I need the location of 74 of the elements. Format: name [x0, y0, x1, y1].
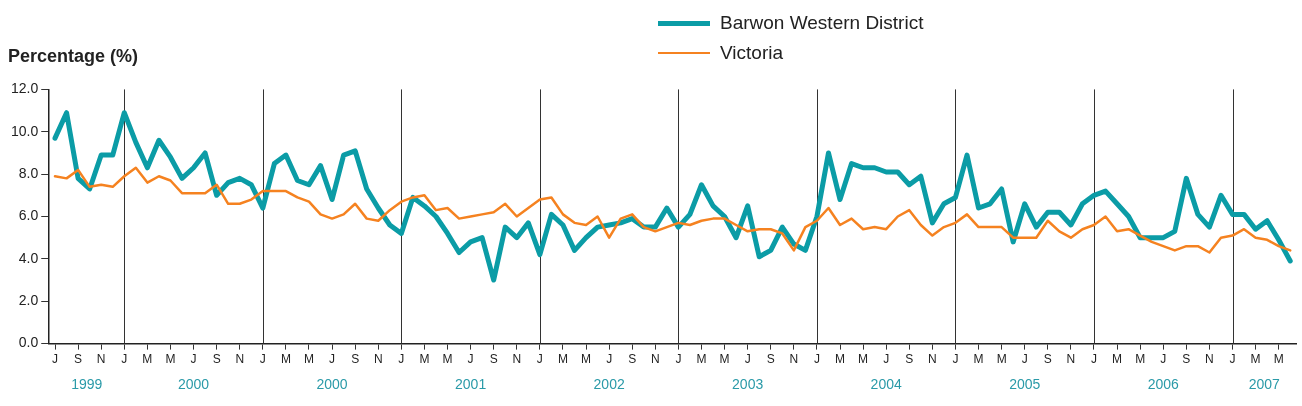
x-tick-label: M	[996, 352, 1007, 367]
text: 1999	[71, 376, 103, 393]
x-tick-label: N	[1066, 352, 1076, 367]
x-tick-label: N	[789, 352, 799, 367]
x-tick-label: S	[905, 352, 914, 367]
x-tick-label: M	[165, 352, 176, 367]
x-tick-label: S	[351, 352, 360, 367]
text: 2002	[593, 376, 625, 393]
x-tick-label: N	[512, 352, 522, 367]
y-tick-label: 4.0	[18, 249, 39, 266]
x-tick-label: J	[744, 352, 751, 367]
y-axis-title: Percentage (%)	[8, 46, 139, 67]
y-tick-label: 6.0	[18, 207, 39, 224]
x-tick-label: N	[235, 352, 245, 367]
x-tick-label: N	[928, 352, 937, 367]
x-tick-label: M	[835, 352, 846, 367]
x-tick-label: J	[813, 352, 820, 367]
x-tick-label: M	[719, 352, 730, 367]
x-tick-label: J	[329, 352, 336, 367]
x-tick-label: M	[1135, 352, 1146, 367]
x-tick-label: J	[121, 352, 128, 367]
y-tick-label: 0.0	[18, 334, 39, 351]
text: 2004	[870, 376, 902, 393]
y-tick-label: 10.0	[11, 122, 39, 139]
text: 2007	[1248, 376, 1281, 393]
x-tick-label: J	[259, 352, 266, 367]
text: 2005	[1009, 376, 1041, 393]
x-tick-label: S	[1043, 352, 1052, 367]
legend-label: Barwon Western District	[720, 12, 924, 34]
x-tick-label: S	[766, 352, 775, 367]
x-tick-label: S	[74, 352, 83, 367]
x-tick-label: J	[536, 352, 543, 367]
x-tick-label: N	[650, 352, 660, 367]
x-tick-label: S	[212, 352, 221, 367]
x-tick-label: S	[1182, 352, 1191, 367]
x-tick-label: J	[1229, 352, 1236, 367]
text: 2000	[316, 376, 348, 393]
x-tick-label: J	[467, 352, 474, 367]
x-tick-label: M	[557, 352, 568, 367]
x-tick-label: N	[373, 352, 383, 367]
y-tick-label: 8.0	[18, 164, 39, 181]
text: 2000	[177, 376, 210, 393]
x-tick-label: J	[952, 352, 959, 367]
x-tick-label: M	[419, 352, 430, 367]
text: 2006	[1147, 376, 1180, 393]
x-tick-label: M	[280, 352, 291, 367]
text: 2003	[732, 376, 764, 393]
x-tick-label: S	[489, 352, 498, 367]
x-tick-label: J	[675, 352, 682, 367]
x-tick-label: M	[858, 352, 869, 367]
x-tick-label: J	[1090, 352, 1097, 367]
x-tick-label: M	[1250, 352, 1261, 367]
y-tick-label: 2.0	[18, 292, 39, 309]
text: 2001	[455, 376, 487, 393]
x-tick-label: M	[303, 352, 314, 367]
x-tick-label: J	[190, 352, 197, 367]
x-tick-label: J	[606, 352, 613, 367]
x-tick-label: J	[1160, 352, 1167, 367]
x-tick-label: M	[696, 352, 707, 367]
x-tick-label: M	[973, 352, 984, 367]
x-tick-label: J	[52, 352, 59, 367]
x-tick-label: S	[628, 352, 637, 367]
x-tick-label: M	[442, 352, 453, 367]
x-tick-label: J	[398, 352, 405, 367]
x-tick-label: N	[96, 352, 106, 367]
x-tick-label: M	[581, 352, 592, 367]
x-tick-label: M	[142, 352, 153, 367]
legend-label: Victoria	[720, 42, 784, 64]
x-tick-label: N	[1205, 352, 1214, 367]
y-tick-label: 12.0	[11, 80, 39, 97]
x-tick-label: M	[1112, 352, 1123, 367]
x-tick-label: J	[883, 352, 890, 367]
x-tick-label: M	[1273, 352, 1284, 367]
x-tick-label: J	[1021, 352, 1028, 367]
